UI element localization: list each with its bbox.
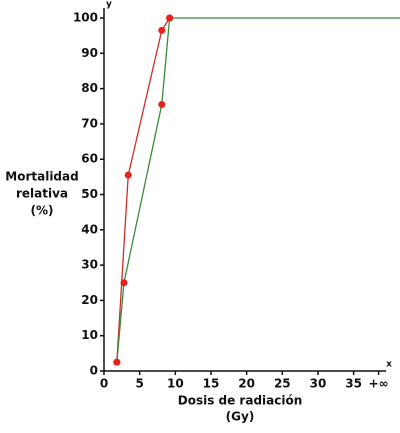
x-tick-label: +∞ (369, 377, 389, 391)
data-point (120, 279, 128, 287)
data-point (124, 171, 132, 179)
y-tick-label: 100 (73, 11, 98, 25)
series-line (116, 17, 400, 363)
x-tick-label: 35 (345, 377, 362, 391)
data-point (158, 100, 166, 108)
data-point (158, 26, 166, 34)
y-axis-label: relativa (16, 187, 68, 201)
y-tick-label: 70 (81, 116, 98, 130)
y-axis-label: (%) (31, 204, 54, 218)
y-tick-label: 0 (90, 364, 98, 378)
y-tick-label: 30 (81, 258, 98, 272)
y-tick-label: 50 (81, 187, 98, 201)
x-axis-label: Dosis de radiación (178, 394, 303, 408)
y-tick-label: 90 (81, 46, 98, 60)
x-tick-label: 15 (203, 377, 220, 391)
series-line (116, 17, 171, 363)
y-axis-name: y (106, 0, 112, 10)
x-tick-label: 0 (100, 377, 108, 391)
y-axis-label: Mortalidad (5, 170, 78, 184)
x-tick-label: 5 (135, 377, 143, 391)
data-point (166, 14, 174, 22)
y-tick-label: 20 (81, 293, 98, 307)
data-point (113, 358, 121, 366)
x-axis-name: x (386, 360, 392, 370)
x-tick-label: 20 (238, 377, 255, 391)
x-axis-label: (Gy) (226, 410, 255, 424)
y-tick-label: 80 (81, 81, 98, 95)
x-tick-label: 10 (167, 377, 184, 391)
y-tick-label: 40 (81, 222, 98, 236)
x-tick-label: 30 (310, 377, 327, 391)
y-tick-label: 10 (81, 328, 98, 342)
y-tick-label: 60 (81, 152, 98, 166)
x-tick-label: 25 (274, 377, 291, 391)
